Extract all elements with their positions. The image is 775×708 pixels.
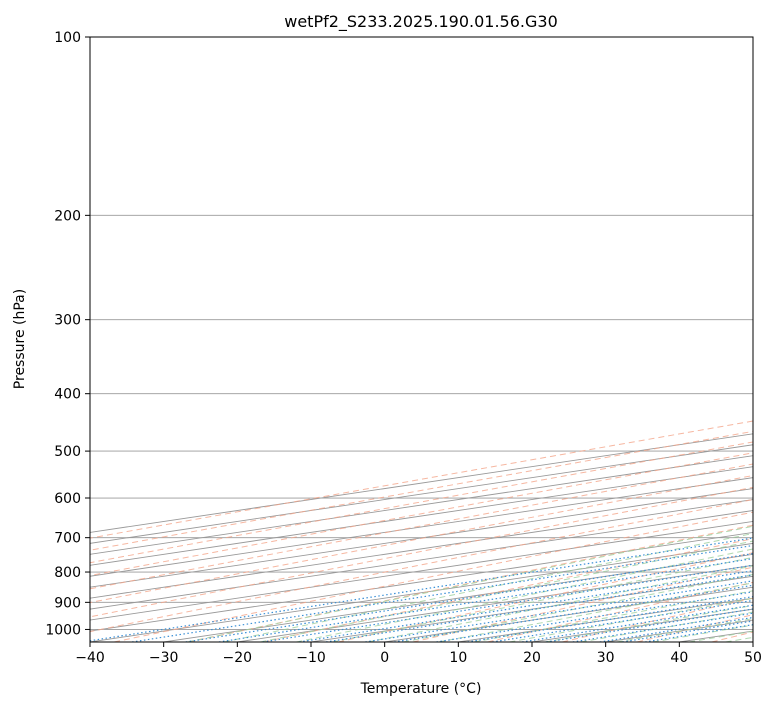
isotherm-line	[90, 542, 753, 642]
isotherm-line	[90, 455, 753, 555]
x-tick-label: 50	[744, 650, 762, 666]
x-tick-label: 10	[449, 650, 467, 666]
dry-adiabat-line	[90, 486, 753, 618]
dry-adiabat-line	[114, 511, 753, 642]
y-tick-label: 100	[54, 30, 81, 46]
moist-adiabat-line	[438, 582, 753, 642]
dry-adiabat-line	[188, 524, 753, 642]
isotherm-line	[90, 477, 753, 577]
mixing-ratio-line	[299, 570, 753, 642]
isotherm-line	[752, 641, 753, 642]
plot-frame	[89, 36, 754, 643]
dry-adiabat-line	[263, 538, 753, 642]
dry-adiabat-line	[412, 566, 753, 642]
x-tick-label: −40	[75, 650, 105, 666]
isotherm-line	[90, 531, 753, 632]
moist-adiabat-line	[296, 548, 753, 642]
isotherm-line	[384, 586, 753, 642]
isotherm-line	[458, 597, 753, 642]
isotherm-line	[679, 630, 753, 642]
mixing-ratio-line	[90, 537, 753, 642]
y-tick-label: 700	[54, 531, 81, 547]
y-tick-label: 600	[54, 491, 81, 507]
isotherm-line	[531, 608, 753, 642]
mixing-ratio-line	[572, 612, 753, 642]
moist-adiabat-line	[762, 37, 775, 642]
x-tick-label: −30	[149, 650, 179, 666]
moist-adiabat-line	[403, 573, 753, 642]
mixing-ratio-line	[131, 544, 753, 642]
isotherm-line	[90, 520, 753, 621]
y-tick-label: 400	[54, 387, 81, 403]
moist-adiabat-line	[725, 636, 753, 642]
dry-adiabat-line	[636, 614, 753, 642]
y-tick-label: 300	[54, 313, 81, 329]
dry-adiabat-line	[90, 452, 753, 577]
mixing-ratio-line	[599, 616, 753, 642]
x-tick-label: −10	[296, 650, 326, 666]
isotherm-line	[90, 510, 753, 610]
mixing-ratio-line	[522, 604, 753, 642]
x-tick-label: 30	[597, 650, 615, 666]
x-tick-label: 40	[670, 650, 688, 666]
y-tick-label: 800	[54, 565, 81, 581]
moist-adiabat-line	[616, 618, 753, 642]
y-axis-label: Pressure (hPa)	[12, 289, 28, 389]
x-tick-label: 20	[523, 650, 541, 666]
y-tick-label: 200	[54, 208, 81, 224]
dry-adiabat-line	[90, 420, 753, 539]
moist-adiabat-line	[223, 532, 753, 642]
mixing-ratio-line	[218, 557, 753, 642]
dry-adiabat-line	[90, 430, 753, 551]
mixing-ratio-line	[546, 608, 753, 642]
isotherm-line	[90, 499, 753, 599]
x-tick-label: 0	[380, 650, 389, 666]
isotherm-line	[90, 466, 753, 566]
isotherm-line	[90, 444, 753, 544]
isotherm-line	[90, 433, 753, 533]
y-tick-label: 500	[54, 444, 81, 460]
dry-adiabat-line	[90, 463, 753, 590]
x-axis-label: Temperature (°C)	[360, 681, 482, 697]
dry-adiabat-line	[711, 631, 753, 642]
y-tick-label: 900	[54, 595, 81, 611]
mixing-ratio-line	[185, 552, 753, 642]
moist-adiabat-line	[473, 590, 753, 642]
moist-adiabat-line	[509, 597, 753, 642]
isotherm-line	[90, 488, 753, 588]
x-tick-label: −20	[223, 650, 253, 666]
dry-adiabat-line	[90, 441, 753, 564]
dry-adiabat-line	[487, 581, 753, 642]
y-tick-label: 1000	[45, 622, 81, 638]
dry-adiabat-line	[90, 499, 753, 633]
chart-title: wetPf2_S233.2025.190.01.56.G30	[284, 12, 558, 32]
moist-adiabat-line	[331, 556, 753, 642]
dry-adiabat-line	[90, 475, 753, 604]
moist-adiabat-line	[580, 611, 753, 642]
